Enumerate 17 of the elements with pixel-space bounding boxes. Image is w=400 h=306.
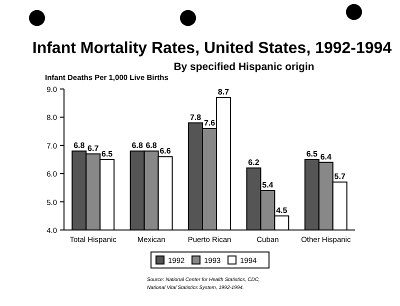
data-label: 6.8 xyxy=(74,141,86,150)
data-label: 7.8 xyxy=(190,112,202,122)
data-label: 8.7 xyxy=(218,87,230,96)
data-label: 5.7 xyxy=(334,172,346,182)
data-label: 6.8 xyxy=(132,141,144,150)
data-label: 7.6 xyxy=(204,118,216,128)
data-label: 6.5 xyxy=(102,150,114,158)
data-label: 5.4 xyxy=(262,180,274,190)
data-label: 6.6 xyxy=(160,146,172,156)
data-label: 4.5 xyxy=(276,206,288,215)
data-label: 6.5 xyxy=(306,150,318,158)
data-label: 6.4 xyxy=(320,152,332,162)
chart-title: Infant Mortality Rates, United States, 1992-1994 xyxy=(32,40,392,57)
data-label: 6.7 xyxy=(88,144,100,153)
chart-subtitle: By specified Hispanic origin xyxy=(174,61,314,73)
data-label: 6.2 xyxy=(248,158,260,167)
data-label: 6.8 xyxy=(146,141,158,150)
